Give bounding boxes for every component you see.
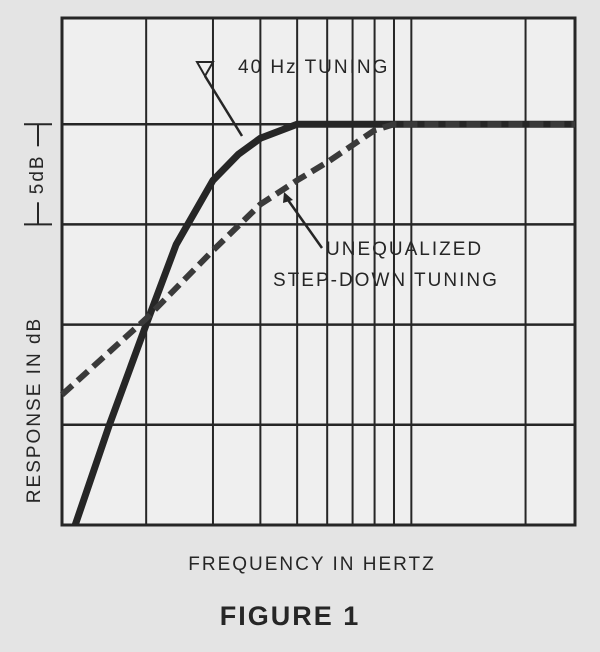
series-label: UNEQUALIZED: [326, 239, 483, 260]
x-axis-label: FREQUENCY IN HERTZ: [188, 554, 436, 575]
series-line: [59, 121, 575, 397]
series-label: 40 Hz TUNING: [238, 57, 389, 78]
y-axis-label: RESPONSE IN dB: [24, 317, 45, 503]
series-line: [71, 120, 575, 527]
figure-caption: FIGURE 1: [220, 601, 361, 631]
plot-area: [60, 16, 577, 527]
arrow-line: [203, 75, 244, 137]
arrow-head: [283, 192, 293, 203]
arrow-head: [195, 61, 215, 79]
series-label: STEP-DOWN TUNING: [273, 270, 499, 291]
scale-bar-label: 5dB: [27, 154, 48, 194]
